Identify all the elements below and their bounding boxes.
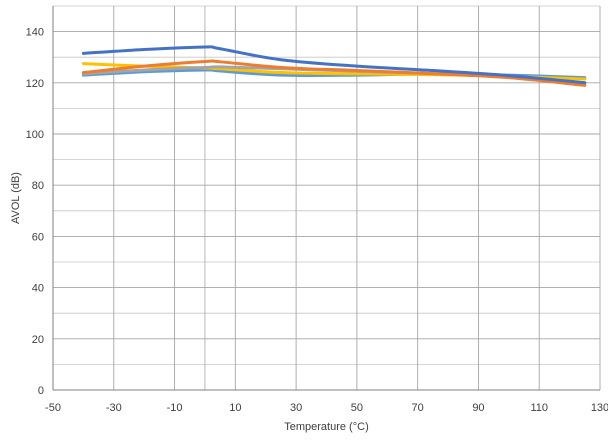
series-group — [81, 45, 587, 87]
x-tick-label: 110 — [530, 402, 548, 414]
y-tick-label: 20 — [32, 334, 44, 346]
x-tick-label: 50 — [351, 402, 363, 414]
y-tick-label: 60 — [32, 231, 44, 243]
x-tick-label: 10 — [229, 402, 241, 414]
x-axis-title: Temperature (°C) — [284, 421, 368, 433]
series-line-2 — [81, 59, 587, 87]
x-tick-label: 30 — [290, 402, 302, 414]
y-tick-label: 0 — [38, 385, 44, 397]
y-axis-title: AVOL (dB) — [10, 172, 22, 224]
x-tick-label: -50 — [45, 402, 61, 414]
y-tick-label: 80 — [32, 180, 44, 192]
y-tick-label: 140 — [26, 27, 44, 39]
y-tick-label: 120 — [26, 78, 44, 90]
y-tick-label: 100 — [26, 129, 44, 141]
y-axis-ticks: 0 20 40 60 80 100 120 140 — [26, 27, 44, 397]
series-line-1 — [81, 45, 587, 85]
x-tick-label: 130 — [591, 402, 608, 414]
x-tick-label: 70 — [412, 402, 424, 414]
y-tick-label: 40 — [32, 283, 44, 295]
x-tick-label: -30 — [106, 402, 122, 414]
x-tick-label: -10 — [167, 402, 183, 414]
plot-area — [52, 6, 600, 391]
x-tick-label: 90 — [472, 402, 484, 414]
x-axis-ticks: -50 -30 -10 10 30 50 70 90 110 130 — [45, 402, 608, 414]
